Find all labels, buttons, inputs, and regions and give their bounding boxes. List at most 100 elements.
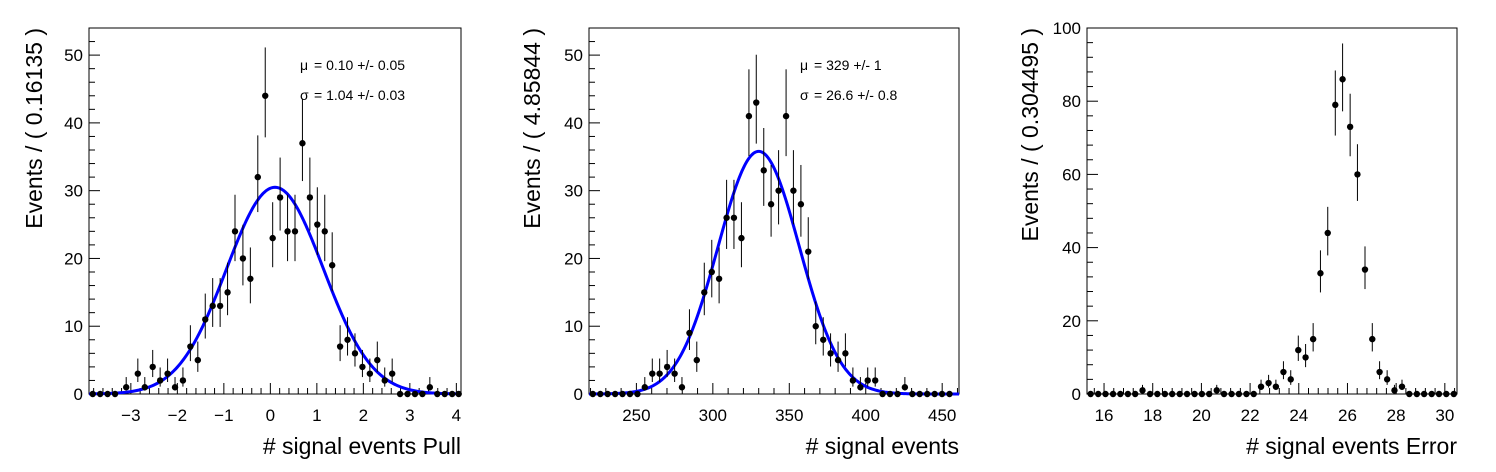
data-point xyxy=(359,363,366,371)
data-point xyxy=(1183,390,1191,398)
data-point xyxy=(909,390,916,398)
x-tick-label: −2 xyxy=(168,406,187,425)
x-tick-label: 16 xyxy=(1095,406,1114,425)
data-point xyxy=(649,370,656,377)
data-point xyxy=(886,390,894,398)
data-point xyxy=(299,140,306,147)
y-tick-label: 20 xyxy=(564,249,583,268)
fit-curve xyxy=(88,185,462,396)
data-point xyxy=(715,275,723,282)
data-point xyxy=(179,377,187,384)
y-tick-label: 0 xyxy=(1072,385,1081,404)
data-point xyxy=(656,370,663,377)
data-point xyxy=(336,343,344,350)
data-point xyxy=(857,384,864,391)
x-tick-label: 3 xyxy=(405,406,414,425)
x-tick-label: 250 xyxy=(622,406,650,425)
data-point xyxy=(89,390,96,398)
data-point xyxy=(351,350,359,357)
data-point xyxy=(1087,390,1094,398)
data-point xyxy=(790,187,797,194)
data-point xyxy=(1191,390,1198,398)
y-tick-label: 40 xyxy=(64,114,83,133)
data-point xyxy=(1250,390,1257,398)
data-point xyxy=(187,343,194,350)
data-point xyxy=(1443,390,1450,398)
data-point xyxy=(1102,390,1109,398)
data-point xyxy=(1280,368,1287,376)
data-point xyxy=(641,384,649,391)
data-point xyxy=(1235,390,1243,398)
y-tick-label: 60 xyxy=(1062,165,1081,184)
data-point xyxy=(306,194,314,201)
data-point xyxy=(1228,390,1235,398)
x-tick-label: 24 xyxy=(1289,406,1308,425)
data-point xyxy=(723,214,730,221)
data-point xyxy=(276,194,284,201)
data-point xyxy=(901,384,909,391)
y-axis-title: Events / ( 0.304495 ) xyxy=(1017,28,1043,242)
data-point xyxy=(388,370,396,377)
data-point xyxy=(782,112,790,120)
data-point xyxy=(1369,335,1376,343)
data-point xyxy=(708,268,715,276)
y-tick-label: 20 xyxy=(64,249,83,268)
data-point xyxy=(134,370,142,377)
data-point xyxy=(1361,266,1369,273)
data-point xyxy=(1265,379,1272,387)
stat-symbol: μ xyxy=(800,57,808,73)
data-point xyxy=(156,377,164,384)
data-point xyxy=(1391,387,1398,394)
y-tick-label: 50 xyxy=(564,46,583,65)
x-axis-title: # signal events Error xyxy=(1246,433,1457,459)
plot-frame xyxy=(88,27,462,395)
data-point xyxy=(1420,390,1428,398)
x-tick-label: 0 xyxy=(266,406,275,425)
y-axis-title: Events / ( 4.85844 ) xyxy=(519,28,545,229)
y-tick-label: 10 xyxy=(64,317,83,336)
data-point xyxy=(1287,376,1294,383)
data-point xyxy=(1168,390,1176,398)
data-point xyxy=(812,323,819,330)
data-point xyxy=(1376,368,1383,376)
data-point xyxy=(604,390,611,398)
y-tick-label: 0 xyxy=(574,385,583,404)
stat-symbol: σ xyxy=(800,87,809,103)
y-tick-label: 30 xyxy=(64,182,83,201)
data-point xyxy=(328,262,336,269)
x-tick-label: −1 xyxy=(214,406,233,425)
data-point xyxy=(663,363,671,371)
data-point xyxy=(381,377,388,384)
data-point xyxy=(1220,390,1228,398)
data-point xyxy=(404,390,411,398)
stat-value: = 1.04 +/- 0.03 xyxy=(314,87,405,103)
y-axis-title: Events / ( 0.16135 ) xyxy=(21,28,47,229)
data-point xyxy=(686,329,693,337)
x-tick-label: 26 xyxy=(1338,406,1357,425)
data-point xyxy=(671,370,678,377)
data-point xyxy=(96,390,104,398)
data-point xyxy=(820,336,827,343)
data-point xyxy=(597,390,604,398)
x-tick-label: 2 xyxy=(359,406,368,425)
stat-symbol: σ xyxy=(300,87,309,103)
data-point xyxy=(231,228,239,235)
x-tick-label: 30 xyxy=(1435,406,1454,425)
data-point xyxy=(619,390,626,398)
y-tick-label: 80 xyxy=(1062,92,1081,111)
data-point xyxy=(767,201,775,208)
data-point xyxy=(448,390,456,398)
data-point xyxy=(738,234,745,242)
data-point xyxy=(1139,387,1146,394)
data-point xyxy=(611,390,619,398)
data-point xyxy=(1302,354,1309,361)
data-point xyxy=(842,350,849,357)
data-point xyxy=(209,302,216,310)
y-tick-label: 40 xyxy=(564,114,583,133)
data-point xyxy=(1161,390,1169,398)
y-tick-label: 0 xyxy=(74,385,83,404)
data-point xyxy=(834,356,842,364)
data-point xyxy=(678,384,686,391)
